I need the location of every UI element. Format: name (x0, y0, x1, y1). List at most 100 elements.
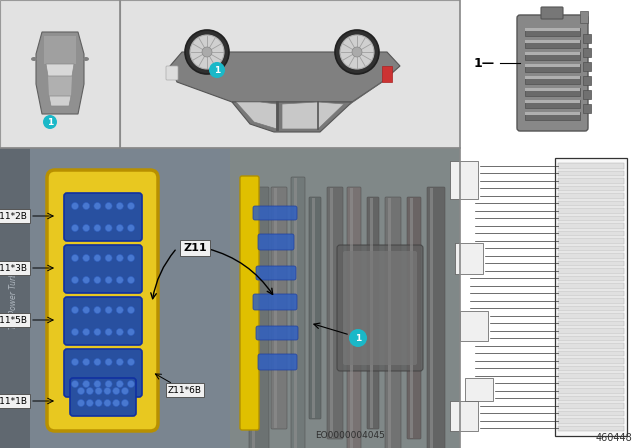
Circle shape (77, 400, 84, 406)
Circle shape (72, 202, 79, 210)
FancyBboxPatch shape (558, 260, 624, 266)
FancyBboxPatch shape (558, 380, 624, 386)
FancyBboxPatch shape (347, 187, 361, 448)
FancyBboxPatch shape (525, 100, 580, 108)
FancyBboxPatch shape (558, 320, 624, 326)
FancyBboxPatch shape (0, 148, 30, 448)
Circle shape (105, 224, 112, 232)
Circle shape (127, 202, 134, 210)
Circle shape (94, 328, 101, 336)
FancyBboxPatch shape (558, 231, 624, 236)
Text: Z11*5B: Z11*5B (0, 315, 28, 324)
Circle shape (122, 400, 129, 406)
Circle shape (86, 400, 93, 406)
FancyBboxPatch shape (330, 188, 333, 438)
Text: 1—: 1— (474, 56, 495, 69)
FancyBboxPatch shape (541, 7, 563, 19)
FancyBboxPatch shape (343, 251, 417, 365)
Circle shape (77, 388, 84, 395)
FancyBboxPatch shape (407, 197, 421, 439)
FancyBboxPatch shape (455, 243, 483, 274)
FancyBboxPatch shape (558, 238, 624, 244)
FancyBboxPatch shape (327, 187, 343, 439)
FancyBboxPatch shape (558, 215, 624, 221)
FancyBboxPatch shape (583, 104, 591, 113)
Circle shape (94, 202, 101, 210)
FancyBboxPatch shape (558, 246, 624, 251)
FancyBboxPatch shape (558, 410, 624, 416)
FancyBboxPatch shape (525, 64, 580, 72)
Ellipse shape (31, 57, 37, 61)
Circle shape (116, 306, 124, 314)
Text: 1: 1 (214, 65, 220, 74)
Circle shape (185, 30, 229, 74)
FancyBboxPatch shape (558, 336, 624, 341)
Polygon shape (282, 102, 344, 129)
Text: 460448: 460448 (595, 433, 632, 443)
Polygon shape (232, 102, 352, 132)
Circle shape (83, 202, 90, 210)
Circle shape (95, 400, 102, 406)
FancyBboxPatch shape (517, 15, 588, 131)
Circle shape (105, 380, 112, 388)
FancyBboxPatch shape (367, 197, 379, 429)
FancyBboxPatch shape (558, 418, 624, 423)
FancyBboxPatch shape (525, 112, 580, 120)
FancyBboxPatch shape (430, 188, 433, 448)
FancyBboxPatch shape (460, 311, 488, 341)
Text: EO0000004045: EO0000004045 (315, 431, 385, 440)
FancyBboxPatch shape (337, 245, 423, 371)
Polygon shape (236, 102, 277, 129)
FancyBboxPatch shape (64, 245, 142, 293)
Circle shape (127, 276, 134, 284)
Circle shape (105, 328, 112, 336)
FancyBboxPatch shape (558, 388, 624, 393)
Circle shape (335, 30, 379, 74)
Circle shape (127, 358, 134, 366)
Circle shape (113, 400, 120, 406)
Circle shape (127, 254, 134, 262)
FancyBboxPatch shape (249, 187, 269, 448)
FancyBboxPatch shape (230, 148, 460, 448)
Circle shape (105, 202, 112, 210)
FancyBboxPatch shape (370, 198, 373, 428)
FancyBboxPatch shape (291, 177, 305, 448)
FancyBboxPatch shape (558, 290, 624, 296)
FancyBboxPatch shape (350, 188, 353, 448)
Circle shape (95, 388, 102, 395)
Circle shape (94, 276, 101, 284)
Circle shape (94, 254, 101, 262)
FancyBboxPatch shape (558, 306, 624, 311)
FancyBboxPatch shape (558, 373, 624, 379)
FancyBboxPatch shape (294, 178, 297, 448)
FancyBboxPatch shape (0, 148, 460, 448)
FancyBboxPatch shape (240, 176, 259, 430)
Circle shape (202, 47, 212, 57)
Circle shape (83, 380, 90, 388)
Circle shape (105, 276, 112, 284)
FancyBboxPatch shape (583, 76, 591, 85)
Circle shape (83, 224, 90, 232)
Circle shape (83, 306, 90, 314)
FancyBboxPatch shape (450, 161, 478, 199)
Circle shape (122, 388, 129, 395)
Circle shape (209, 62, 225, 78)
FancyBboxPatch shape (460, 0, 640, 148)
FancyBboxPatch shape (525, 52, 580, 55)
FancyBboxPatch shape (166, 66, 178, 80)
Circle shape (83, 276, 90, 284)
Circle shape (72, 306, 79, 314)
FancyBboxPatch shape (558, 403, 624, 409)
FancyBboxPatch shape (558, 268, 624, 273)
FancyBboxPatch shape (427, 187, 445, 448)
Polygon shape (36, 32, 84, 114)
FancyBboxPatch shape (256, 326, 298, 340)
FancyBboxPatch shape (555, 158, 627, 436)
FancyBboxPatch shape (558, 208, 624, 214)
FancyBboxPatch shape (253, 294, 297, 310)
Circle shape (94, 380, 101, 388)
FancyBboxPatch shape (558, 366, 624, 371)
Circle shape (127, 380, 134, 388)
Circle shape (94, 358, 101, 366)
Circle shape (116, 358, 124, 366)
